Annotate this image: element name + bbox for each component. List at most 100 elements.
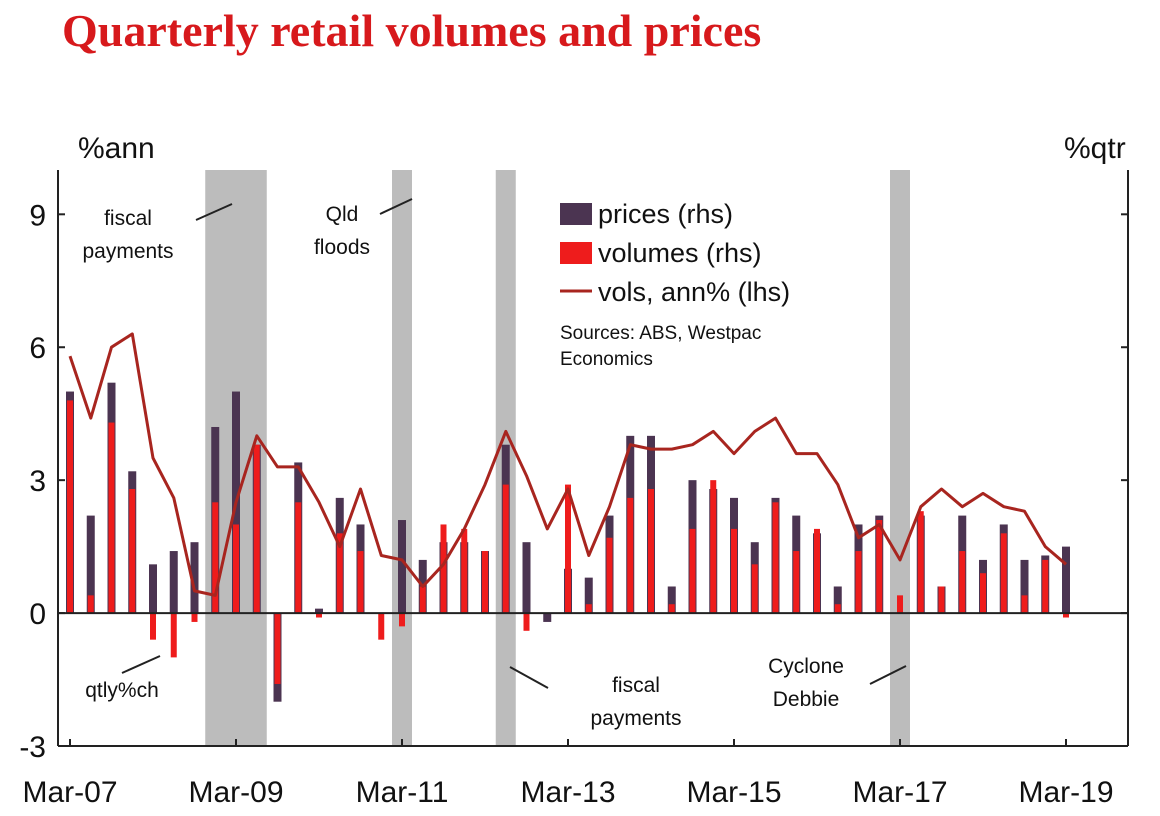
- bar-volumes-rhs-sep-09: [274, 613, 281, 684]
- bar-volumes-rhs-mar-13: [565, 484, 571, 614]
- bar-volumes-rhs-mar-14: [648, 489, 654, 614]
- bar-prices-rhs-mar-10: [315, 608, 323, 614]
- bar-prices-rhs-mar-08: [149, 564, 157, 614]
- annotation-cyclone-debbie-line1: Cyclone: [768, 655, 844, 678]
- annotation-fiscal-payments-2-pointer: [509, 666, 549, 689]
- page-title: Quarterly retail volumes and prices: [62, 5, 762, 56]
- bar-volumes-rhs-sep-11: [440, 524, 447, 614]
- annotation-qtly-change-pointer: [121, 655, 161, 674]
- bar-prices-rhs-jun-13: [584, 577, 593, 614]
- bar-volumes-rhs-jun-09: [253, 444, 260, 614]
- bar-volumes-rhs-dec-14: [710, 480, 717, 614]
- axes: -3 0 3 6 9 Mar-07 Mar-09 Mar-11 Mar-13 Mar-15 Mar-…: [19, 170, 1129, 809]
- legend-label-line: vols, ann% (lhs): [598, 277, 790, 307]
- bar-prices-rhs-jun-14: [667, 586, 676, 614]
- annotation-fiscal-payments-1-line1: fiscal: [104, 207, 152, 230]
- bar-volumes-rhs-mar-16: [814, 528, 820, 614]
- y-tick-label-3: 6: [29, 332, 46, 365]
- legend: prices (rhs) volumes (rhs) vols, ann% (l…: [560, 199, 790, 370]
- bar-prices-rhs-jun-07: [86, 515, 95, 614]
- bar-prices-rhs-jun-16: [833, 586, 842, 614]
- bar-volumes-rhs-sep-17: [938, 586, 945, 614]
- bar-volumes-rhs-dec-10: [378, 613, 385, 640]
- annotation-qld-floods-pointer: [379, 198, 413, 215]
- line-series: [68, 332, 1067, 597]
- y-tick-label-2: 3: [29, 465, 46, 498]
- bar-volumes-rhs-jun-10: [336, 533, 343, 614]
- legend-label-volumes: volumes (rhs): [598, 238, 762, 268]
- bar-volumes-rhs-jun-13: [585, 604, 592, 614]
- bar-prices-rhs-sep-18: [1020, 559, 1029, 614]
- bar-volumes-rhs-sep-14: [689, 528, 696, 614]
- x-tick-label-mar-19: Mar-19: [1018, 776, 1113, 809]
- bar-prices-rhs-mar-11: [398, 520, 406, 614]
- y-tick-label-4: 9: [29, 199, 46, 232]
- bar-volumes-rhs-mar-15: [731, 528, 737, 614]
- bar-volumes-rhs-jun-14: [668, 604, 675, 614]
- bar-prices-rhs-sep-12: [522, 542, 531, 614]
- annotation-fiscal-payments-2-line2: payments: [590, 707, 681, 730]
- bar-volumes-rhs-jun-18: [1000, 533, 1007, 614]
- annotation-qld-floods-line2: floods: [314, 236, 370, 259]
- bar-volumes-rhs-sep-08: [191, 613, 198, 622]
- shaded-period-3: [890, 170, 910, 746]
- x-tick-label-mar-15: Mar-15: [686, 776, 781, 809]
- bar-prices-rhs-sep-08: [190, 542, 199, 614]
- bar-volumes-rhs-mar-17: [897, 595, 903, 614]
- annotation-qld-floods-line1: Qld: [326, 203, 359, 226]
- annotation-cyclone-debbie-line2: Debbie: [773, 688, 840, 711]
- bar-volumes-rhs-jun-12: [502, 484, 509, 614]
- bar-volumes-rhs-dec-09: [295, 502, 302, 614]
- bar-prices-rhs-mar-19: [1062, 546, 1070, 614]
- bar-volumes-rhs-dec-13: [627, 497, 634, 614]
- bar-volumes-rhs-mar-12: [482, 551, 488, 614]
- bar-volumes-rhs-sep-13: [606, 537, 613, 614]
- x-tick-label-mar-17: Mar-17: [852, 776, 947, 809]
- annotation-fiscal-payments-1-line2: payments: [82, 240, 173, 263]
- bar-volumes-rhs-jun-11: [419, 586, 426, 614]
- bar-volumes-rhs-dec-08: [212, 502, 219, 614]
- annotations: fiscal payments Qld floods qtly%ch fisca…: [82, 198, 907, 730]
- bar-volumes-rhs-jun-16: [834, 604, 841, 614]
- bar-volumes-rhs-sep-16: [855, 551, 862, 614]
- bar-volumes-rhs-jun-17: [917, 511, 924, 614]
- legend-label-prices: prices (rhs): [598, 199, 733, 229]
- bar-volumes-rhs-mar-18: [980, 573, 986, 614]
- bar-volumes-rhs-dec-15: [793, 551, 800, 614]
- annotation-fiscal-payments-1-pointer: [195, 203, 233, 221]
- line-vols-ann-lhs: [68, 332, 1067, 597]
- bar-volumes-rhs-jun-15: [751, 564, 758, 614]
- bar-volumes-rhs-mar-08: [150, 613, 156, 640]
- bar-volumes-rhs-dec-17: [959, 551, 966, 614]
- bar-volumes-rhs-mar-09: [233, 524, 239, 614]
- bar-volumes-rhs-jun-08: [170, 613, 177, 658]
- bar-prices-rhs-jun-08: [169, 551, 178, 614]
- y-tick-label-1: 0: [29, 598, 46, 631]
- annotation-qtly-change: qtly%ch: [85, 679, 159, 702]
- bar-prices-rhs-dec-12: [543, 613, 552, 622]
- source-note-line2: Economics: [560, 349, 653, 370]
- source-note-line1: Sources: ABS, Westpac: [560, 323, 761, 344]
- bar-volumes-rhs-dec-07: [129, 489, 136, 614]
- annotation-cyclone-debbie-pointer: [869, 665, 907, 685]
- bar-volumes-rhs-dec-16: [876, 520, 883, 614]
- x-tick-label-mar-09: Mar-09: [188, 776, 283, 809]
- bar-volumes-rhs-dec-18: [1042, 559, 1049, 614]
- bar-volumes-rhs-dec-11: [461, 528, 468, 614]
- x-tick-label-mar-13: Mar-13: [520, 776, 615, 809]
- annotation-fiscal-payments-2-line1: fiscal: [612, 674, 660, 697]
- bar-volumes-rhs-mar-10: [316, 613, 322, 618]
- right-axis-title: %qtr: [1064, 132, 1126, 165]
- left-axis-title: %ann: [78, 132, 155, 165]
- x-tick-label-mar-07: Mar-07: [22, 776, 117, 809]
- bar-volumes-rhs-jun-07: [87, 595, 94, 614]
- legend-swatch-prices: [560, 203, 592, 225]
- bar-volumes-rhs-mar-11: [399, 613, 405, 627]
- bar-volumes-rhs-sep-18: [1021, 595, 1028, 614]
- bar-volumes-rhs-sep-07: [108, 422, 115, 614]
- y-tick-label-0: -3: [19, 731, 46, 764]
- legend-swatch-volumes: [560, 242, 592, 264]
- bar-volumes-rhs-mar-19: [1063, 613, 1069, 618]
- bar-volumes-rhs-sep-12: [523, 613, 530, 631]
